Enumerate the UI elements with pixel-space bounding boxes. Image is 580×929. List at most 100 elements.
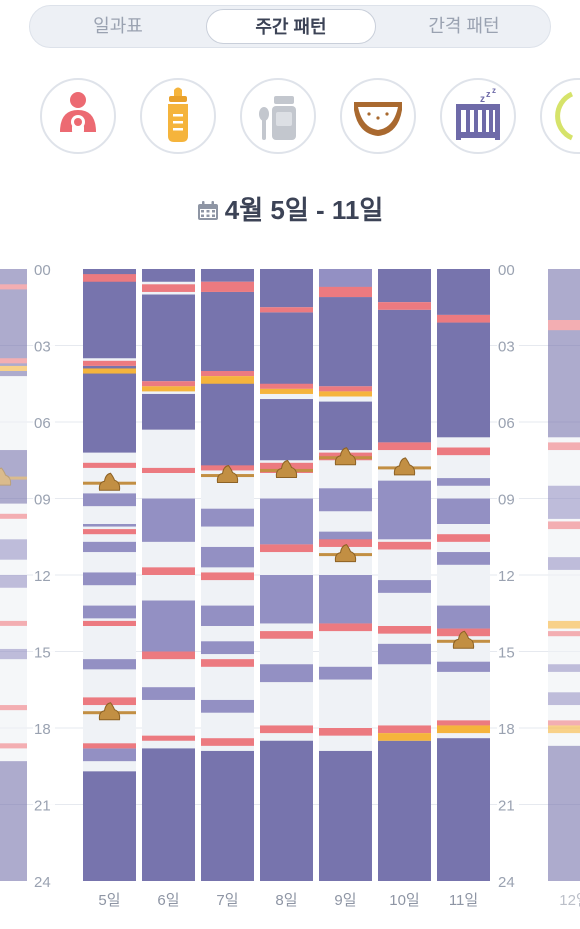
tab-interval-pattern[interactable]: 간격 패턴 bbox=[428, 16, 500, 36]
day-column[interactable]: 7일 bbox=[201, 269, 254, 909]
bottle-bar bbox=[201, 376, 254, 384]
breastfeed-bar bbox=[437, 314, 490, 323]
svg-text:z: z bbox=[492, 86, 496, 95]
nap-bar bbox=[437, 498, 490, 524]
nap-bar bbox=[83, 659, 136, 670]
breastfeed-bar bbox=[319, 386, 372, 392]
date-range-header[interactable]: 4월 5일 - 11일 bbox=[0, 190, 580, 227]
left-hour-label: 24 bbox=[34, 874, 51, 891]
night-sleep-bar bbox=[319, 297, 372, 387]
breastfeed-bar bbox=[319, 539, 372, 547]
nap-bar bbox=[378, 643, 431, 665]
right-hour-label: 15 bbox=[498, 645, 515, 662]
nap-bar bbox=[437, 478, 490, 486]
filter-diaper-button[interactable] bbox=[340, 78, 416, 154]
breastfeed-bar bbox=[319, 623, 372, 632]
activity-filter-row: z z z bbox=[0, 78, 580, 158]
breastfeed-bar bbox=[83, 620, 136, 626]
nap-bar bbox=[548, 692, 580, 706]
night-sleep-bar bbox=[319, 750, 372, 881]
breastfeed-bar bbox=[142, 735, 195, 741]
right-hour-label-bg bbox=[497, 489, 519, 506]
breastfeed-bar bbox=[83, 274, 136, 282]
nap-bar bbox=[437, 552, 490, 565]
filter-growth-button[interactable] bbox=[540, 78, 580, 154]
night-sleep-bar bbox=[260, 269, 313, 308]
bottle-bar bbox=[437, 725, 490, 734]
day-column[interactable]: 12일 bbox=[548, 269, 580, 909]
day-column[interactable]: 8일 bbox=[260, 269, 313, 909]
day-column[interactable]: 5일 bbox=[83, 269, 136, 909]
right-hour-label-bg bbox=[497, 795, 519, 812]
poop-icon bbox=[216, 464, 239, 484]
nap-bar bbox=[319, 531, 372, 542]
tab-daily-schedule[interactable]: 일과표 bbox=[93, 16, 143, 36]
tab-weekly-pattern[interactable]: 주간 패턴 bbox=[206, 9, 376, 44]
left-hour-label: 12 bbox=[34, 568, 51, 585]
day-column[interactable]: 9일 bbox=[319, 269, 372, 909]
breastfeed-bar bbox=[260, 544, 313, 553]
breastfeed-bar bbox=[548, 720, 580, 726]
day-column[interactable]: 11일 bbox=[437, 269, 490, 909]
poop-icon bbox=[393, 457, 416, 476]
left-hour-label: 18 bbox=[34, 721, 51, 738]
breastfeed-bar bbox=[201, 281, 254, 292]
left-hour-label-bg bbox=[33, 489, 55, 506]
left-hour-label: 21 bbox=[34, 798, 51, 815]
breastfeed-bar bbox=[378, 442, 431, 451]
nap-bar bbox=[0, 575, 27, 588]
breastfeed-bar bbox=[0, 358, 27, 364]
nap-bar bbox=[201, 641, 254, 655]
breastfeed-bar bbox=[548, 521, 580, 530]
growth-icon bbox=[555, 91, 574, 141]
nap-bar bbox=[378, 580, 431, 593]
filter-breastfeeding-button[interactable] bbox=[40, 78, 116, 154]
bottle-bar bbox=[0, 365, 27, 371]
day-column[interactable]: 6일 bbox=[142, 269, 195, 909]
filter-sleep-button[interactable]: z z z bbox=[440, 78, 516, 154]
breastfeed-bar bbox=[201, 371, 254, 377]
day-label: 6일 bbox=[157, 892, 179, 909]
breastfeed-bar bbox=[0, 705, 27, 711]
night-sleep-bar bbox=[142, 294, 195, 382]
day-label: 5일 bbox=[98, 892, 120, 909]
filter-bottle-button[interactable] bbox=[140, 78, 216, 154]
breastfeeding-icon bbox=[60, 92, 96, 134]
breastfeed-bar bbox=[0, 743, 27, 749]
right-hour-label: 24 bbox=[498, 874, 515, 891]
right-hour-label-bg bbox=[497, 566, 519, 582]
breastfeed-bar bbox=[319, 286, 372, 298]
left-hour-label-bg bbox=[33, 413, 55, 429]
breastfeed-bar bbox=[83, 529, 136, 535]
breastfeed-bar bbox=[201, 659, 254, 667]
night-sleep-bar bbox=[201, 269, 254, 282]
day-column[interactable]: 10일 bbox=[378, 269, 431, 909]
filter-baby-food-button[interactable] bbox=[240, 78, 316, 154]
night-sleep-bar bbox=[201, 381, 254, 468]
breastfeed-bar bbox=[437, 720, 490, 726]
poop-icon bbox=[334, 544, 357, 563]
day-label: 12일 bbox=[559, 892, 580, 909]
right-hour-label: 21 bbox=[498, 798, 515, 815]
nap-bar bbox=[319, 488, 372, 512]
night-sleep-bar bbox=[319, 401, 372, 451]
day-label: 7일 bbox=[216, 892, 238, 909]
night-sleep-bar bbox=[260, 399, 313, 461]
nap-bar bbox=[201, 508, 254, 527]
night-sleep-bar bbox=[142, 393, 195, 430]
breastfeed-bar bbox=[548, 320, 580, 331]
nap-bar bbox=[319, 269, 372, 287]
bottle-bar bbox=[319, 391, 372, 397]
breastfeed-bar bbox=[260, 307, 313, 313]
svg-text:z: z bbox=[486, 89, 491, 99]
left-hour-label: 15 bbox=[34, 645, 51, 662]
breastfeed-bar bbox=[548, 442, 580, 451]
day-label: 11일 bbox=[449, 892, 478, 909]
poop-icon bbox=[0, 467, 12, 486]
day-column[interactable] bbox=[0, 269, 27, 881]
left-hour-label-bg bbox=[33, 719, 55, 735]
nap-bar bbox=[319, 575, 372, 624]
nap-bar bbox=[142, 498, 195, 542]
diaper-icon bbox=[354, 102, 402, 136]
right-hour-label: 06 bbox=[498, 415, 515, 432]
